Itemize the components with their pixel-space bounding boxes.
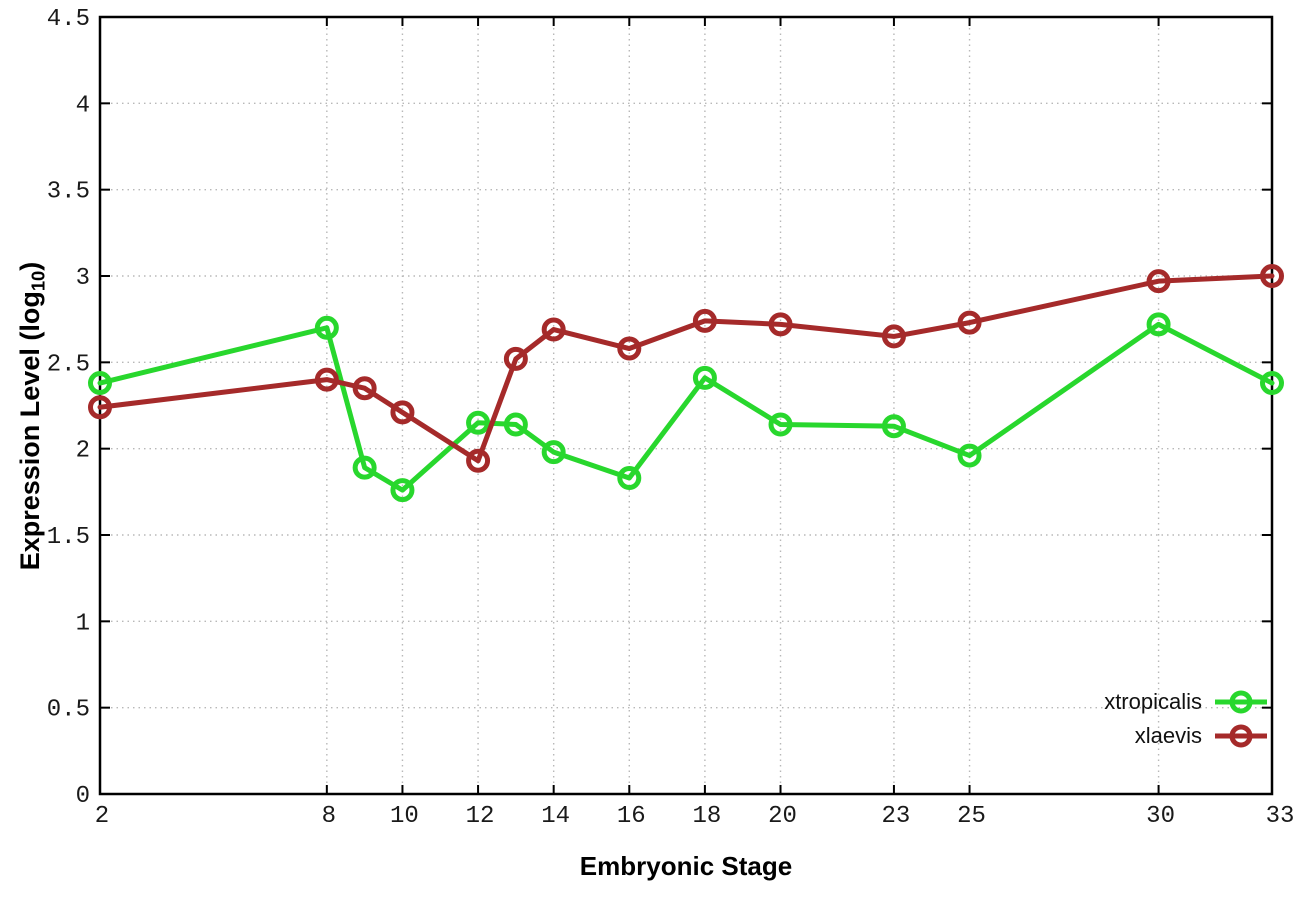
x-tick-label: 33 bbox=[1266, 803, 1295, 830]
data-point bbox=[1146, 312, 1171, 337]
data-point bbox=[617, 466, 642, 491]
series-xlaevis bbox=[88, 264, 1284, 473]
data-point bbox=[503, 412, 528, 437]
x-tick-label: 2 bbox=[95, 803, 109, 830]
legend: xtropicalis xlaevis bbox=[1104, 685, 1270, 753]
x-tick-label: 16 bbox=[617, 803, 646, 830]
y-axis-title-text: Expression Level (log bbox=[15, 291, 45, 571]
data-point bbox=[466, 448, 491, 473]
data-point bbox=[768, 412, 793, 437]
data-point bbox=[692, 308, 717, 333]
y-axis-title-subscript: 10 bbox=[27, 270, 49, 292]
data-point bbox=[617, 336, 642, 361]
legend-label: xtropicalis bbox=[1104, 689, 1202, 714]
data-point bbox=[541, 440, 566, 465]
data-point bbox=[1146, 269, 1171, 294]
x-tick-label: 14 bbox=[541, 803, 570, 830]
y-tick-label: 0 bbox=[76, 783, 90, 810]
data-point bbox=[352, 376, 377, 401]
data-point bbox=[314, 367, 339, 392]
y-tick-label: 1.5 bbox=[47, 524, 90, 551]
legend-label: xlaevis bbox=[1134, 723, 1202, 748]
y-axis-title: Expression Level (log10) bbox=[14, 206, 49, 626]
data-point bbox=[88, 395, 112, 420]
series-xtropicalis bbox=[88, 312, 1284, 503]
x-tick-label: 23 bbox=[882, 803, 911, 830]
y-tick-label: 4 bbox=[76, 92, 90, 119]
y-tick-label: 3.5 bbox=[47, 179, 90, 206]
data-point bbox=[88, 371, 112, 396]
y-tick-label: 0.5 bbox=[47, 697, 90, 724]
y-axis-title-suffix: ) bbox=[15, 261, 45, 271]
data-point bbox=[881, 324, 906, 349]
data-point bbox=[314, 315, 339, 340]
x-tick-label: 8 bbox=[322, 803, 336, 830]
x-tick-label: 18 bbox=[692, 803, 721, 830]
x-tick-label: 10 bbox=[390, 803, 419, 830]
y-tick-label: 2.5 bbox=[47, 351, 90, 378]
data-point bbox=[1260, 264, 1284, 288]
x-tick-label: 12 bbox=[466, 803, 495, 830]
data-point bbox=[1260, 371, 1284, 396]
legend-marker-icon bbox=[1215, 690, 1267, 714]
data-point bbox=[881, 414, 906, 439]
tick-labels: 2 8 10 12 14 16 18 20 23 25 30 33 0 0.5 1 1.5 2 2.5 3 3.5 4 4… bbox=[47, 6, 1295, 830]
data-point bbox=[390, 478, 415, 503]
data-point bbox=[957, 443, 982, 468]
data-point bbox=[352, 455, 377, 480]
data-point bbox=[466, 410, 491, 435]
y-tick-label: 1 bbox=[76, 610, 90, 637]
x-tick-label: 30 bbox=[1146, 803, 1175, 830]
data-point bbox=[692, 365, 717, 390]
legend-item-xlaevis: xlaevis bbox=[1135, 719, 1270, 753]
data-point bbox=[503, 346, 528, 371]
data-point bbox=[541, 317, 566, 342]
data-point bbox=[957, 310, 982, 335]
x-tick-label: 25 bbox=[957, 803, 986, 830]
y-tick-label: 4.5 bbox=[47, 6, 90, 33]
data-point bbox=[768, 312, 793, 337]
legend-marker-icon bbox=[1215, 724, 1267, 748]
data-point bbox=[390, 400, 415, 425]
y-tick-label: 3 bbox=[76, 265, 90, 292]
series-line bbox=[97, 321, 1275, 493]
x-axis-title: Embryonic Stage bbox=[579, 851, 793, 881]
x-tick-label: 20 bbox=[768, 803, 797, 830]
y-tick-label: 2 bbox=[76, 438, 90, 465]
legend-item-xtropicalis: xtropicalis bbox=[1104, 685, 1270, 719]
